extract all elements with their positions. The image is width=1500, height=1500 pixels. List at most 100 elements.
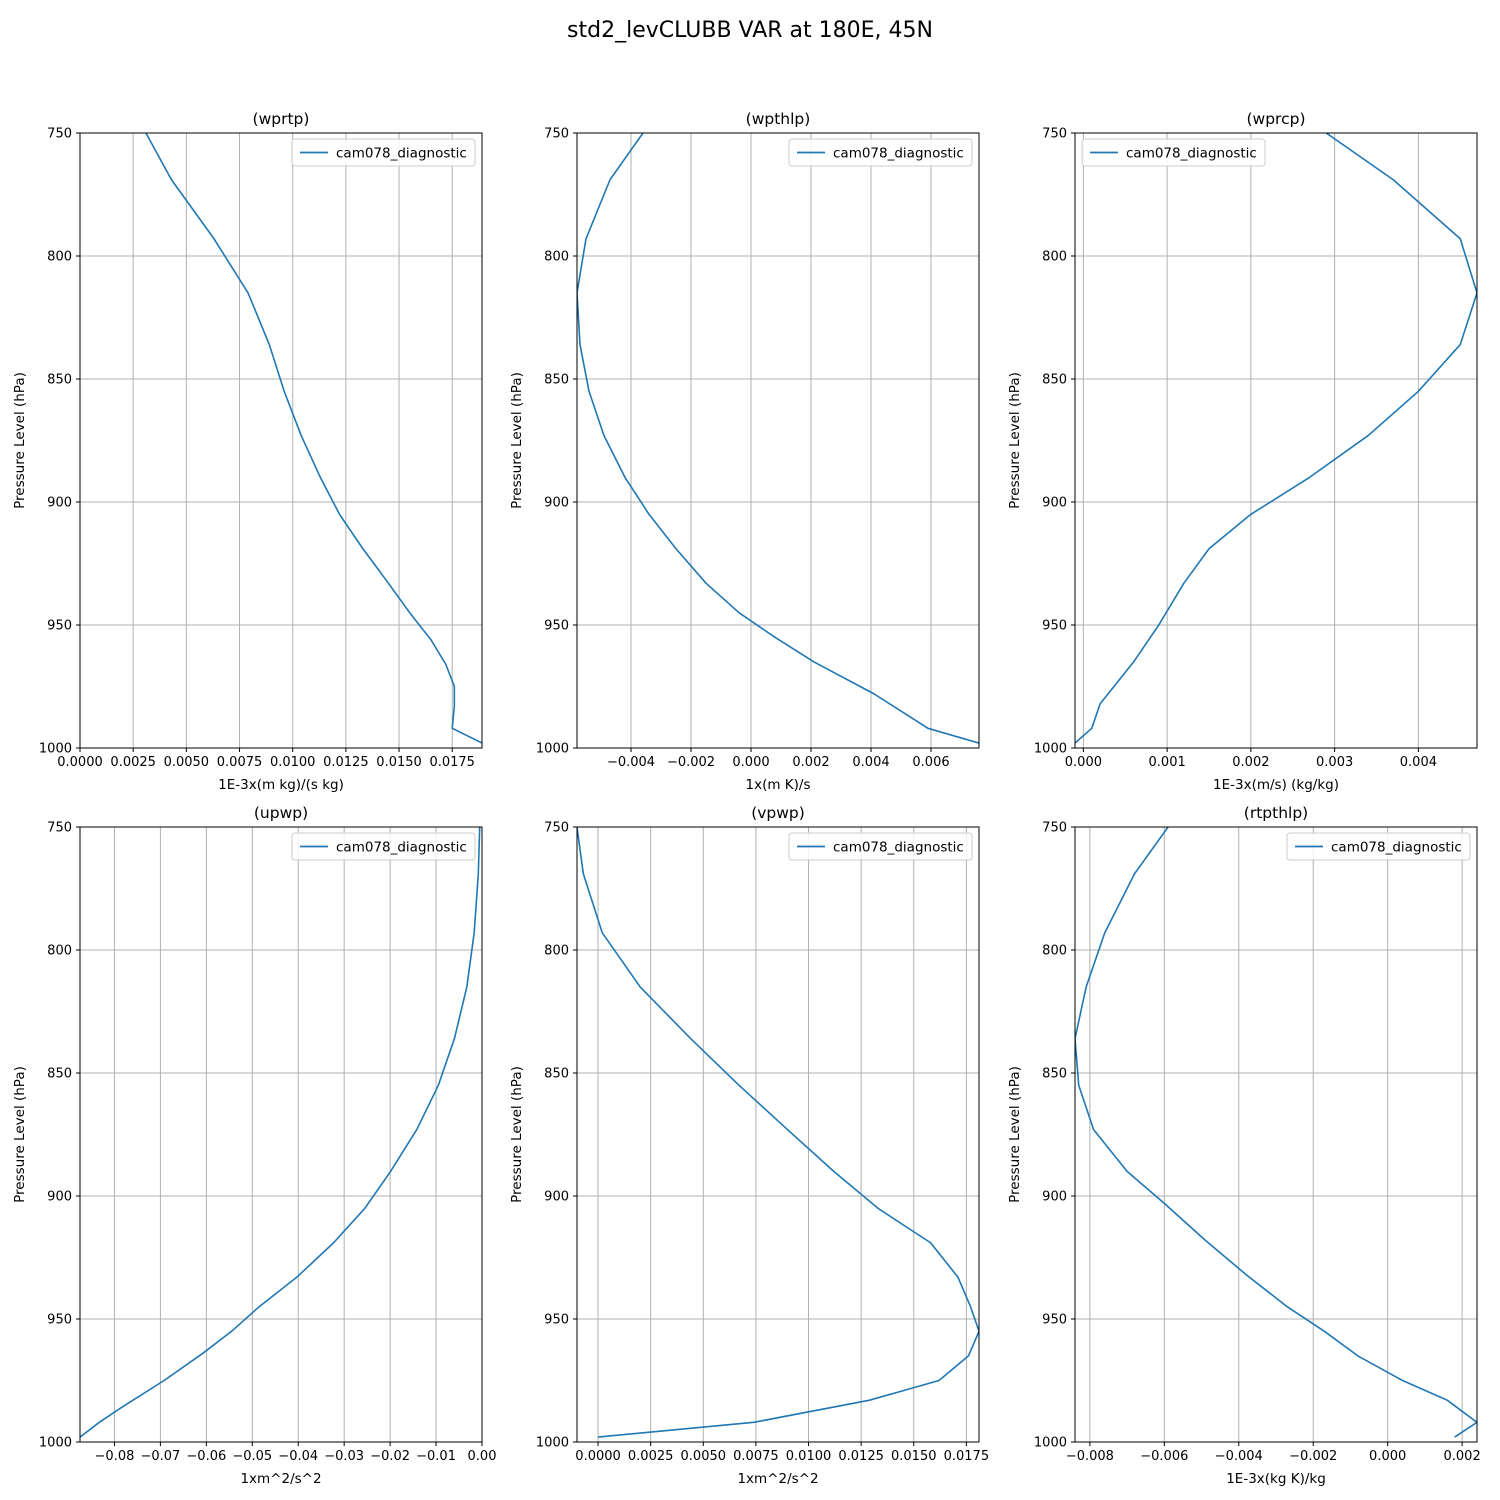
legend-label: cam078_diagnostic: [833, 840, 964, 856]
x-tick-label: 0.0150: [376, 755, 422, 770]
panel-title: (vpwp): [751, 804, 805, 822]
y-tick-label: 850: [1042, 1067, 1067, 1082]
legend-box: [291, 832, 476, 861]
y-tick-label: 950: [1042, 1313, 1067, 1328]
x-tick-label: 0.0025: [110, 755, 156, 770]
x-tick-label: −0.002: [1289, 1449, 1337, 1464]
y-tick-label: 750: [1042, 821, 1067, 836]
y-tick-label: 800: [1042, 250, 1067, 265]
y-tick-label: 900: [1042, 1190, 1067, 1205]
x-tick-label: −0.03: [324, 1449, 364, 1464]
y-tick-label: 1000: [1034, 742, 1067, 757]
x-tick-label: −0.004: [1215, 1449, 1263, 1464]
y-tick-label: 950: [544, 619, 569, 634]
y-tick-label: 900: [544, 1190, 569, 1205]
legend: cam078_diagnostic: [1286, 832, 1471, 861]
y-tick-label: 900: [544, 496, 569, 511]
panel-title: (wprtp): [253, 110, 310, 128]
y-tick-label: 1000: [1034, 1436, 1067, 1451]
x-tick-label: 0.0150: [891, 1449, 937, 1464]
chart-panel: −0.08 −0.07 −0.06 −0.05 −0.04 −0.03 −0.02 −0.01…: [12, 804, 496, 1487]
y-tick-label: 900: [47, 1190, 72, 1205]
x-tick-label: 0.000: [1065, 755, 1102, 770]
x-tick-label: −0.01: [416, 1449, 456, 1464]
x-tick-label: 0.0000: [575, 1449, 621, 1464]
x-tick-label: 0.0075: [217, 755, 263, 770]
y-axis-label: Pressure Level (hPa): [509, 372, 525, 509]
x-tick-label: 0.00: [468, 1449, 497, 1464]
series-line: [577, 827, 979, 1438]
axes-frame: [576, 132, 980, 749]
chart-panel: 0.0000 0.0025 0.0050 0.0075 0.0100 0.0125 0.01…: [509, 804, 989, 1487]
panel-title: (rtpthlp): [1244, 804, 1308, 822]
y-tick-label: 800: [544, 250, 569, 265]
y-tick-label: 750: [47, 127, 72, 142]
x-tick-label: −0.04: [278, 1449, 318, 1464]
x-tick-label: −0.08: [95, 1449, 135, 1464]
series-line: [577, 133, 979, 744]
chart-panel: 0.0000 0.0025 0.0050 0.0075 0.0100 0.0125 0.01…: [12, 110, 483, 793]
x-tick-label: 0.0125: [323, 755, 369, 770]
x-tick-label: 0.0125: [838, 1449, 884, 1464]
y-axis-label: Pressure Level (hPa): [12, 1066, 28, 1203]
legend-label: cam078_diagnostic: [833, 146, 964, 162]
y-tick-label: 900: [1042, 496, 1067, 511]
axes-frame: [79, 826, 483, 1443]
legend: cam078_diagnostic: [788, 832, 973, 861]
y-tick-label: 850: [47, 373, 72, 388]
x-axis-label: 1E-3x(m/s) (kg/kg): [1213, 777, 1339, 793]
y-tick-label: 800: [544, 944, 569, 959]
x-tick-label: −0.008: [1066, 1449, 1114, 1464]
figure-title: std2_levCLUBB VAR at 180E, 45N: [567, 18, 933, 43]
y-axis-label: Pressure Level (hPa): [1007, 1066, 1023, 1203]
y-tick-label: 750: [1042, 127, 1067, 142]
x-tick-label: 0.002: [1444, 1449, 1481, 1464]
x-axis-label: 1x(m K)/s: [746, 777, 811, 793]
legend: cam078_diagnostic: [291, 832, 476, 861]
y-tick-label: 800: [47, 944, 72, 959]
x-tick-label: −0.006: [1140, 1449, 1188, 1464]
x-axis-label: 1xm^2/s^2: [737, 1471, 818, 1487]
legend: cam078_diagnostic: [1081, 138, 1266, 167]
axes-frame: [1074, 826, 1478, 1443]
x-tick-label: −0.002: [667, 755, 715, 770]
legend-label: cam078_diagnostic: [336, 146, 467, 162]
x-tick-label: −0.02: [370, 1449, 410, 1464]
y-tick-label: 800: [47, 250, 72, 265]
y-tick-label: 850: [47, 1067, 72, 1082]
panel-title: (wprcp): [1246, 110, 1305, 128]
y-tick-label: 950: [544, 1313, 569, 1328]
panel-title: (upwp): [254, 804, 308, 822]
x-tick-label: −0.06: [186, 1449, 226, 1464]
legend-box: [788, 832, 973, 861]
x-tick-label: 0.002: [792, 755, 829, 770]
legend: cam078_diagnostic: [291, 138, 476, 167]
series-line: [1075, 827, 1477, 1438]
x-axis-label: 1E-3x(m kg)/(s kg): [218, 777, 344, 793]
axes-frame: [576, 826, 980, 1443]
legend-label: cam078_diagnostic: [1126, 146, 1257, 162]
x-tick-label: −0.07: [140, 1449, 180, 1464]
x-tick-label: 0.000: [732, 755, 769, 770]
x-tick-label: 0.002: [1232, 755, 1269, 770]
x-tick-label: 0.004: [852, 755, 889, 770]
x-tick-label: 0.006: [912, 755, 949, 770]
y-axis-label: Pressure Level (hPa): [1007, 372, 1023, 509]
x-tick-label: −0.004: [607, 755, 655, 770]
y-tick-label: 1000: [39, 742, 72, 757]
chart-panel: 0.000 0.001 0.002 0.003 0.004 750 800 850 900 950…: [1007, 110, 1478, 793]
chart-panel: −0.008 −0.006 −0.004 −0.002 0.000 0.002 750 800…: [1007, 804, 1481, 1487]
x-tick-label: 0.0175: [944, 1449, 990, 1464]
legend-box: [291, 138, 476, 167]
y-tick-label: 950: [1042, 619, 1067, 634]
x-tick-label: 0.0175: [429, 755, 475, 770]
y-tick-label: 1000: [536, 742, 569, 757]
series-line: [145, 133, 482, 744]
legend-label: cam078_diagnostic: [336, 840, 467, 856]
x-tick-label: 0.001: [1149, 755, 1186, 770]
series-line: [1075, 133, 1477, 744]
x-axis-label: 1xm^2/s^2: [240, 1471, 321, 1487]
y-tick-label: 850: [544, 1067, 569, 1082]
